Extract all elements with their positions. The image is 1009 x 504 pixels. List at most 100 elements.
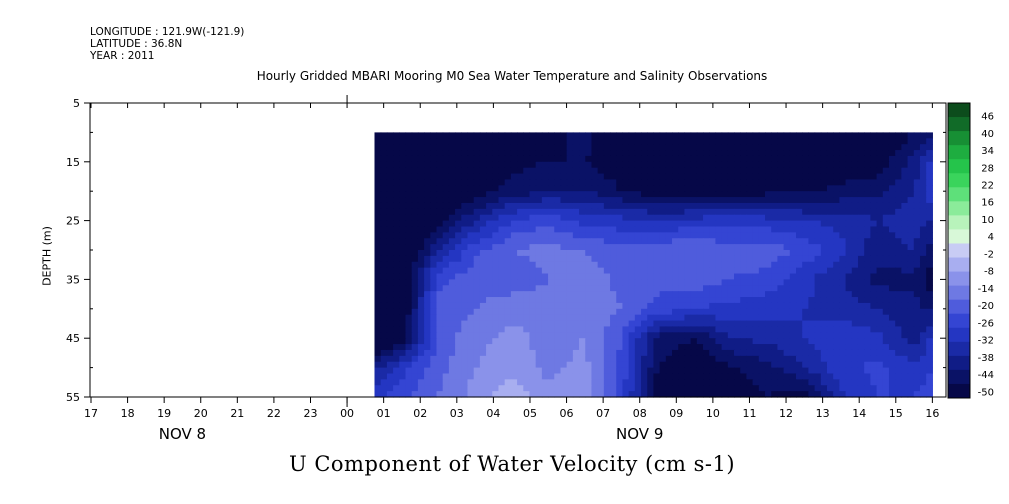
heatmap-cell xyxy=(529,285,537,292)
heatmap-cell xyxy=(597,202,605,210)
heatmap-cell xyxy=(653,250,661,257)
heatmap-cell xyxy=(541,214,549,222)
heatmap-cell xyxy=(492,320,500,328)
heatmap-cell xyxy=(826,302,834,310)
heatmap-cell xyxy=(393,161,400,169)
heatmap-cell xyxy=(796,332,803,339)
heatmap-cell xyxy=(901,391,909,398)
heatmap-cell xyxy=(721,220,729,228)
heatmap-cell xyxy=(926,155,933,163)
heatmap-cell xyxy=(461,155,469,163)
heatmap-cell xyxy=(709,367,717,375)
heatmap-cell xyxy=(882,161,890,169)
heatmap-cell xyxy=(901,150,909,157)
heatmap-cell xyxy=(417,238,425,245)
heatmap-cell xyxy=(473,291,481,298)
heatmap-cell xyxy=(399,244,407,251)
heatmap-cell xyxy=(641,155,648,163)
heatmap-cell xyxy=(510,220,518,228)
heatmap-cell xyxy=(888,391,896,398)
colorbar-swatch xyxy=(948,299,970,315)
heatmap-cell xyxy=(380,185,388,192)
heatmap-cell xyxy=(864,344,871,351)
heatmap-cell xyxy=(734,385,741,392)
heatmap-cell xyxy=(523,150,531,157)
heatmap-cell xyxy=(851,279,859,286)
heatmap-cell xyxy=(517,385,524,392)
heatmap-cell xyxy=(690,197,698,204)
heatmap-cell xyxy=(591,344,599,351)
heatmap-cell xyxy=(473,161,481,169)
heatmap-cell xyxy=(665,138,673,145)
heatmap-cell xyxy=(882,250,890,257)
heatmap-cell xyxy=(690,250,698,257)
heatmap-cell xyxy=(393,202,400,210)
heatmap-cell xyxy=(672,191,679,198)
heatmap-cell xyxy=(876,179,884,186)
heatmap-cell xyxy=(430,367,438,375)
heatmap-cell xyxy=(566,202,574,210)
heatmap-cell xyxy=(436,132,444,139)
heatmap-cell xyxy=(820,273,828,280)
heatmap-cell xyxy=(448,255,456,263)
x-tick-label: 06 xyxy=(560,407,574,420)
heatmap-cell xyxy=(510,197,518,204)
heatmap-cell xyxy=(504,179,512,186)
heatmap-cell xyxy=(417,279,425,286)
heatmap-cell xyxy=(411,255,419,263)
heatmap-cell xyxy=(870,150,878,157)
heatmap-cell xyxy=(479,191,487,198)
heatmap-cell xyxy=(771,361,779,369)
heatmap-cell xyxy=(802,344,809,351)
heatmap-cell xyxy=(826,173,834,181)
heatmap-cell xyxy=(467,361,475,369)
heatmap-cell xyxy=(523,191,531,198)
heatmap-cell xyxy=(566,273,574,280)
heatmap-cell xyxy=(597,285,605,292)
heatmap-cell xyxy=(882,202,890,210)
heatmap-cell xyxy=(696,379,704,386)
heatmap-cell xyxy=(529,279,537,286)
heatmap-cell xyxy=(796,385,803,392)
heatmap-cell xyxy=(901,373,909,380)
heatmap-cell xyxy=(448,314,456,322)
heatmap-cell xyxy=(616,226,624,233)
heatmap-cell xyxy=(560,261,568,269)
heatmap-cell xyxy=(641,214,648,222)
heatmap-cell xyxy=(771,185,779,192)
heatmap-cell xyxy=(393,208,400,216)
heatmap-cell xyxy=(517,349,524,357)
heatmap-cell xyxy=(845,161,853,169)
heatmap-cell xyxy=(405,314,413,322)
heatmap-cell xyxy=(424,285,431,292)
heatmap-cell xyxy=(554,355,562,363)
x-tick-label: 05 xyxy=(523,407,537,420)
heatmap-cell xyxy=(715,291,723,298)
heatmap-cell xyxy=(777,391,785,398)
heatmap-cell xyxy=(504,279,512,286)
heatmap-cell xyxy=(665,285,673,292)
heatmap-cell xyxy=(783,308,791,316)
heatmap-cell xyxy=(870,161,878,169)
heatmap-cell xyxy=(628,197,636,204)
heatmap-cell xyxy=(541,144,549,151)
heatmap-cell xyxy=(709,208,717,216)
heatmap-cell xyxy=(919,155,927,163)
heatmap-cell xyxy=(479,232,487,239)
heatmap-cell xyxy=(634,344,642,351)
heatmap-cell xyxy=(907,197,915,204)
heatmap-cell xyxy=(386,214,394,222)
heatmap-cell xyxy=(442,279,450,286)
heatmap-cell xyxy=(566,367,574,375)
heatmap-cell xyxy=(864,155,871,163)
heatmap-cell xyxy=(808,297,816,304)
heatmap-cell xyxy=(473,344,481,351)
heatmap-cell xyxy=(727,167,735,175)
heatmap-cell xyxy=(727,138,735,145)
heatmap-cell xyxy=(864,250,871,257)
heatmap-cell xyxy=(641,332,648,339)
heatmap-cell xyxy=(907,302,915,310)
heatmap-cell xyxy=(585,373,593,380)
heatmap-cell xyxy=(783,197,791,204)
heatmap-cell xyxy=(746,179,754,186)
